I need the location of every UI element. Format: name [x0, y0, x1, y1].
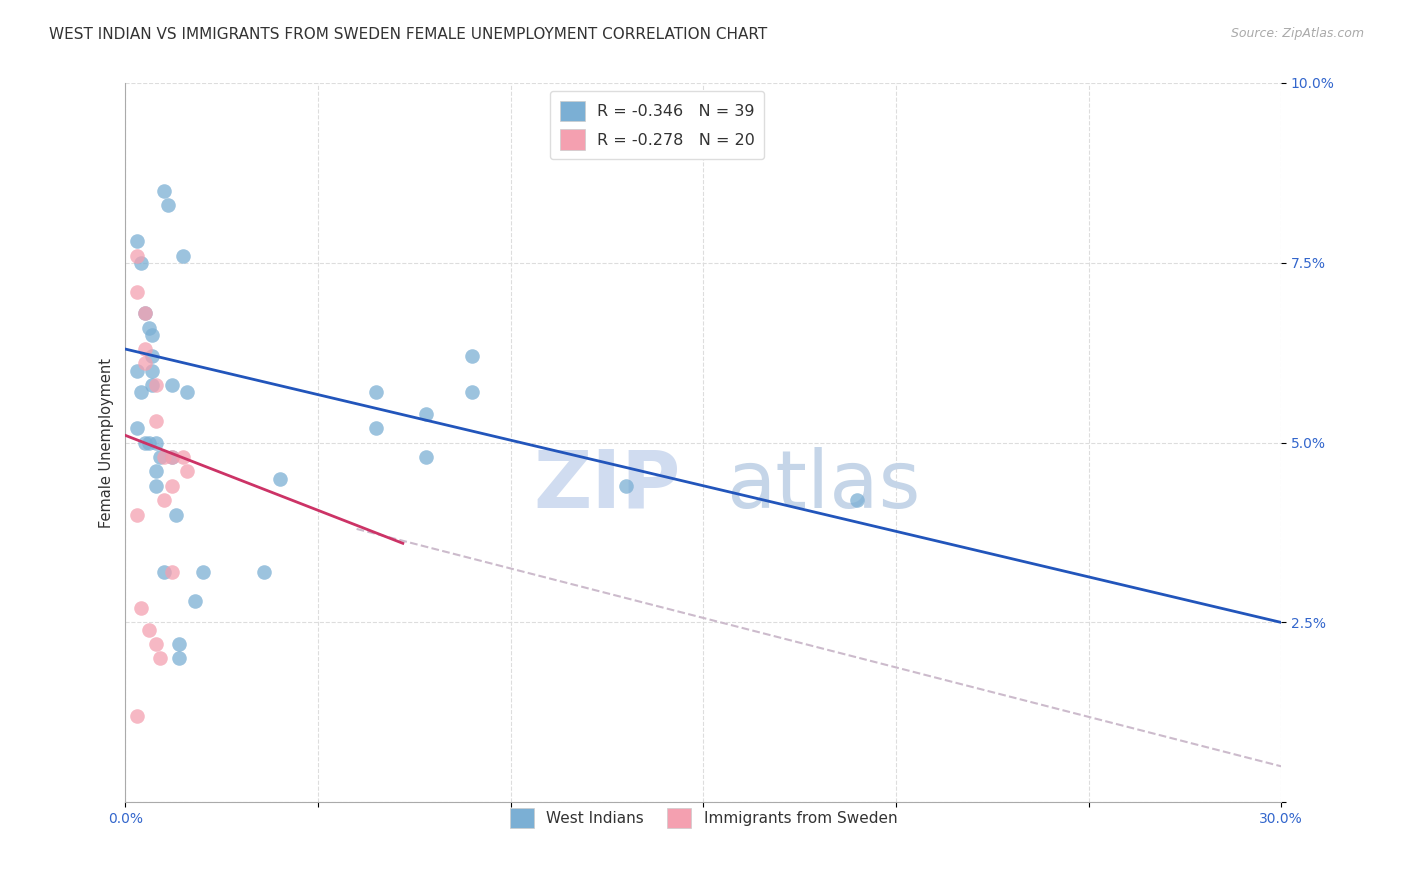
Point — [134, 306, 156, 320]
Point — [138, 435, 160, 450]
Point — [141, 349, 163, 363]
Point — [153, 184, 176, 198]
Point — [160, 479, 183, 493]
Point — [129, 256, 152, 270]
Point — [169, 651, 191, 665]
Point — [134, 435, 156, 450]
Point — [125, 234, 148, 248]
Point — [846, 493, 869, 508]
Point — [160, 378, 183, 392]
Point — [160, 565, 183, 579]
Point — [145, 435, 167, 450]
Point — [253, 565, 276, 579]
Point — [129, 385, 152, 400]
Text: Source: ZipAtlas.com: Source: ZipAtlas.com — [1230, 27, 1364, 40]
Text: atlas: atlas — [727, 447, 921, 524]
Point — [364, 385, 387, 400]
Legend: West Indians, Immigrants from Sweden: West Indians, Immigrants from Sweden — [503, 802, 903, 834]
Point — [165, 508, 187, 522]
Point — [184, 594, 207, 608]
Point — [153, 565, 176, 579]
Point — [415, 407, 437, 421]
Point — [145, 414, 167, 428]
Point — [125, 249, 148, 263]
Point — [125, 285, 148, 299]
Point — [134, 356, 156, 370]
Point — [172, 450, 194, 464]
Point — [461, 385, 484, 400]
Point — [461, 349, 484, 363]
Point — [145, 637, 167, 651]
Point — [169, 637, 191, 651]
Point — [176, 464, 198, 478]
Y-axis label: Female Unemployment: Female Unemployment — [100, 358, 114, 527]
Point — [134, 342, 156, 356]
Point — [172, 249, 194, 263]
Point — [125, 508, 148, 522]
Point — [156, 198, 179, 212]
Point — [141, 364, 163, 378]
Point — [129, 601, 152, 615]
Point — [138, 320, 160, 334]
Point — [191, 565, 214, 579]
Point — [141, 327, 163, 342]
Point — [125, 421, 148, 435]
Point — [145, 479, 167, 493]
Point — [160, 450, 183, 464]
Point — [125, 709, 148, 723]
Point — [269, 472, 291, 486]
Point — [153, 493, 176, 508]
Point — [160, 450, 183, 464]
Point — [145, 464, 167, 478]
Point — [141, 378, 163, 392]
Point — [415, 450, 437, 464]
Point — [134, 306, 156, 320]
Point — [153, 450, 176, 464]
Text: WEST INDIAN VS IMMIGRANTS FROM SWEDEN FEMALE UNEMPLOYMENT CORRELATION CHART: WEST INDIAN VS IMMIGRANTS FROM SWEDEN FE… — [49, 27, 768, 42]
Point — [614, 479, 637, 493]
Point — [145, 378, 167, 392]
Point — [176, 385, 198, 400]
Point — [138, 623, 160, 637]
Point — [125, 364, 148, 378]
Text: ZIP: ZIP — [533, 447, 681, 524]
Point — [364, 421, 387, 435]
Point — [149, 651, 172, 665]
Point — [149, 450, 172, 464]
